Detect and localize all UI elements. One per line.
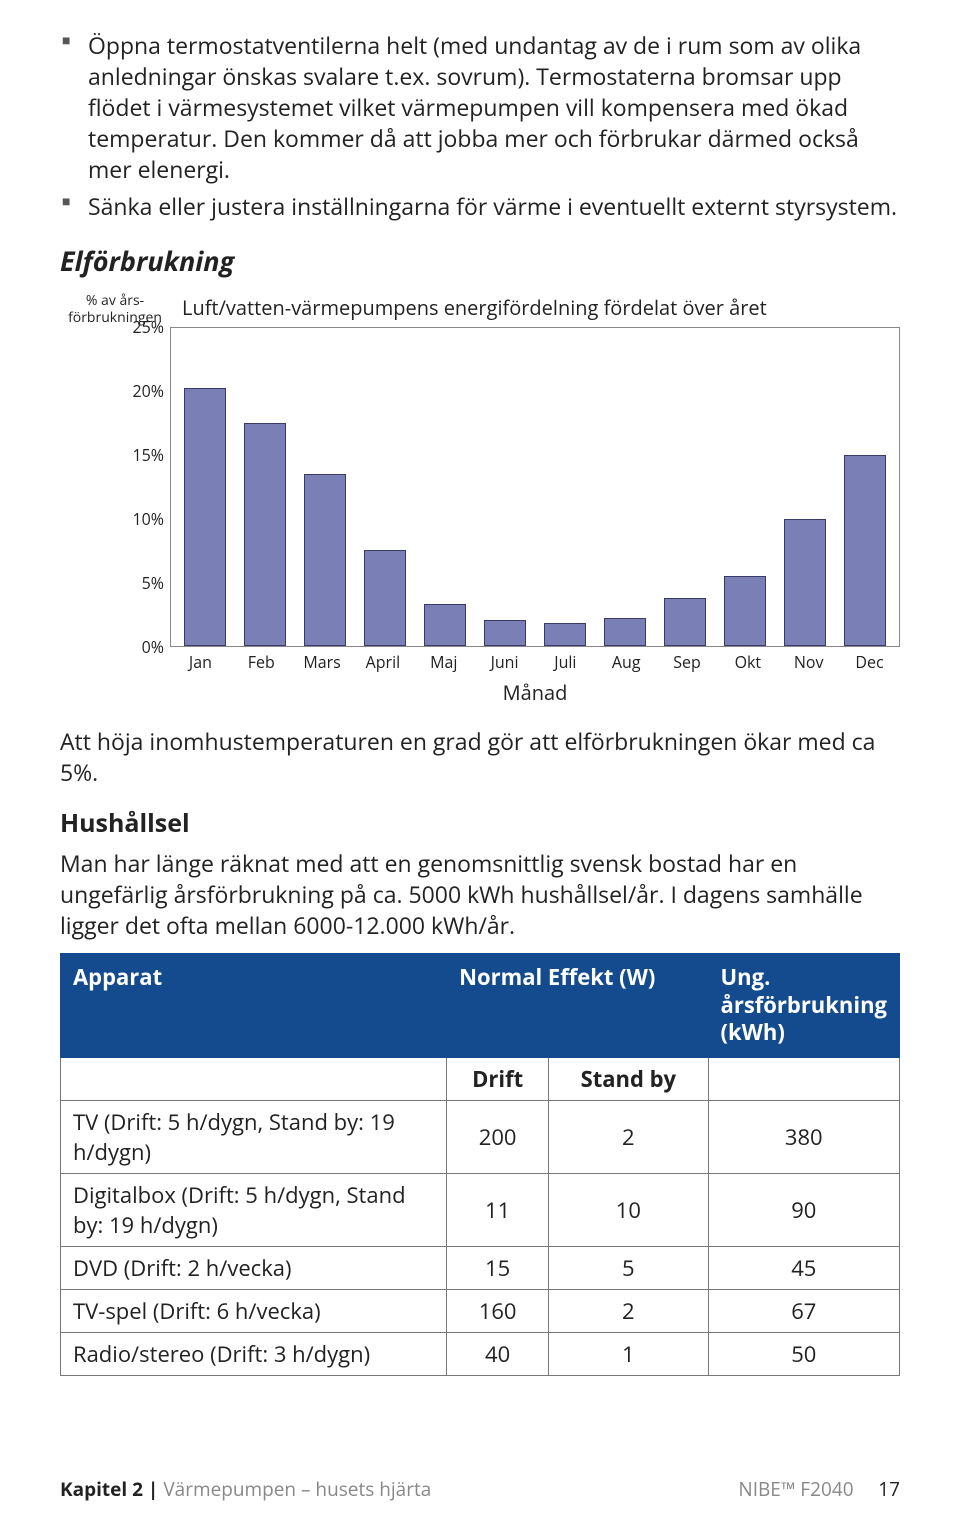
chart-bar <box>295 328 355 646</box>
chart-bar <box>355 328 415 646</box>
chart-bar <box>235 328 295 646</box>
table-cell: DVD (Drift: 2 h/vecka) <box>61 1246 447 1289</box>
chart-y-tick: 20% <box>132 380 170 402</box>
table-row: Digitalbox (Drift: 5 h/dygn, Stand by: 1… <box>61 1173 900 1246</box>
table-cell: 200 <box>447 1100 549 1173</box>
table-cell: 2 <box>549 1289 708 1332</box>
table-header: Ung. årsförbrukning (kWh) <box>708 954 899 1058</box>
table-cell: 40 <box>447 1332 549 1375</box>
chart-bar <box>415 328 475 646</box>
energy-chart: % av års-förbrukningen Luft/vatten-värme… <box>60 293 900 706</box>
table-cell: 2 <box>549 1100 708 1173</box>
chart-x-tick: Mars <box>292 647 353 673</box>
table-cell: TV (Drift: 5 h/dygn, Stand by: 19 h/dygn… <box>61 1100 447 1173</box>
section-heading: Elförbrukning <box>60 242 900 279</box>
footer-chapter: Kapitel 2 | <box>60 1476 158 1502</box>
table-row: DVD (Drift: 2 h/vecka)15545 <box>61 1246 900 1289</box>
table-header: Apparat <box>61 954 447 1058</box>
table-cell: 67 <box>708 1289 899 1332</box>
chart-y-tick: 15% <box>132 444 170 466</box>
chart-x-tick: April <box>352 647 413 673</box>
table-cell: Radio/stereo (Drift: 3 h/dygn) <box>61 1332 447 1375</box>
chart-x-tick: Aug <box>596 647 657 673</box>
table-cell: Digitalbox (Drift: 5 h/dygn, Stand by: 1… <box>61 1173 447 1246</box>
chart-y-tick: 0% <box>142 636 170 658</box>
paragraph: Man har länge räknat med att en genomsni… <box>60 848 900 941</box>
table-subheader-row: Drift Stand by <box>61 1057 900 1100</box>
table-cell: 45 <box>708 1246 899 1289</box>
chart-x-tick: Sep <box>657 647 718 673</box>
table-subheader: Drift <box>447 1057 549 1100</box>
table-cell: 380 <box>708 1100 899 1173</box>
chart-plot-area <box>170 327 900 647</box>
table-cell: 10 <box>549 1173 708 1246</box>
chart-x-tick: Dec <box>839 647 900 673</box>
table-row: Radio/stereo (Drift: 3 h/dygn)40150 <box>61 1332 900 1375</box>
table-cell: 50 <box>708 1332 899 1375</box>
chart-y-ticks: 25%20%15%10%5%0% <box>60 327 170 647</box>
subsection-heading: Hushållsel <box>60 806 900 840</box>
table-row: TV (Drift: 5 h/dygn, Stand by: 19 h/dygn… <box>61 1100 900 1173</box>
chart-bar <box>835 328 895 646</box>
table-header: Normal Effekt (W) <box>447 954 708 1058</box>
chart-x-tick: Okt <box>717 647 778 673</box>
chart-bar <box>595 328 655 646</box>
table-cell: 160 <box>447 1289 549 1332</box>
chart-bar <box>535 328 595 646</box>
table-cell: 1 <box>549 1332 708 1375</box>
table-cell: 11 <box>447 1173 549 1246</box>
chart-x-tick: Nov <box>778 647 839 673</box>
chart-x-tick: Maj <box>413 647 474 673</box>
chart-x-tick: Feb <box>231 647 292 673</box>
chart-title: Luft/vatten-värmepumpens energifördelnin… <box>182 294 900 321</box>
table-subheader: Stand by <box>549 1057 708 1100</box>
paragraph: Att höja inomhustemperaturen en grad gör… <box>60 726 900 788</box>
footer-product: NIBE™ F2040 <box>738 1476 853 1502</box>
table-cell: TV-spel (Drift: 6 h/vecka) <box>61 1289 447 1332</box>
appliance-table: Apparat Normal Effekt (W) Ung. årsförbru… <box>60 953 900 1376</box>
chart-x-tick: Jan <box>170 647 231 673</box>
bullet-item: Sänka eller justera inställningarna för … <box>60 191 900 222</box>
bullet-item: Öppna termostatventilerna helt (med unda… <box>60 30 900 185</box>
chart-bar <box>715 328 775 646</box>
bullet-list: Öppna termostatventilerna helt (med unda… <box>60 30 900 222</box>
footer-page-number: 17 <box>878 1476 900 1502</box>
chart-bar <box>655 328 715 646</box>
chart-x-tick: Juli <box>535 647 596 673</box>
table-cell: 15 <box>447 1246 549 1289</box>
chart-x-axis-label: Månad <box>170 679 900 706</box>
chart-bar <box>175 328 235 646</box>
chart-y-tick: 10% <box>132 508 170 530</box>
chart-y-tick: 25% <box>132 316 170 338</box>
table-row: TV-spel (Drift: 6 h/vecka)160267 <box>61 1289 900 1332</box>
footer-chapter-title: Värmepumpen – husets hjärta <box>158 1476 431 1502</box>
table-cell: 90 <box>708 1173 899 1246</box>
chart-y-tick: 5% <box>142 572 170 594</box>
page-footer: Kapitel 2 | Värmepumpen – husets hjärta … <box>60 1476 900 1502</box>
chart-x-ticks: JanFebMarsAprilMajJuniJuliAugSepOktNovDe… <box>170 647 900 673</box>
table-cell: 5 <box>549 1246 708 1289</box>
chart-bar <box>775 328 835 646</box>
chart-bar <box>475 328 535 646</box>
chart-x-tick: Juni <box>474 647 535 673</box>
